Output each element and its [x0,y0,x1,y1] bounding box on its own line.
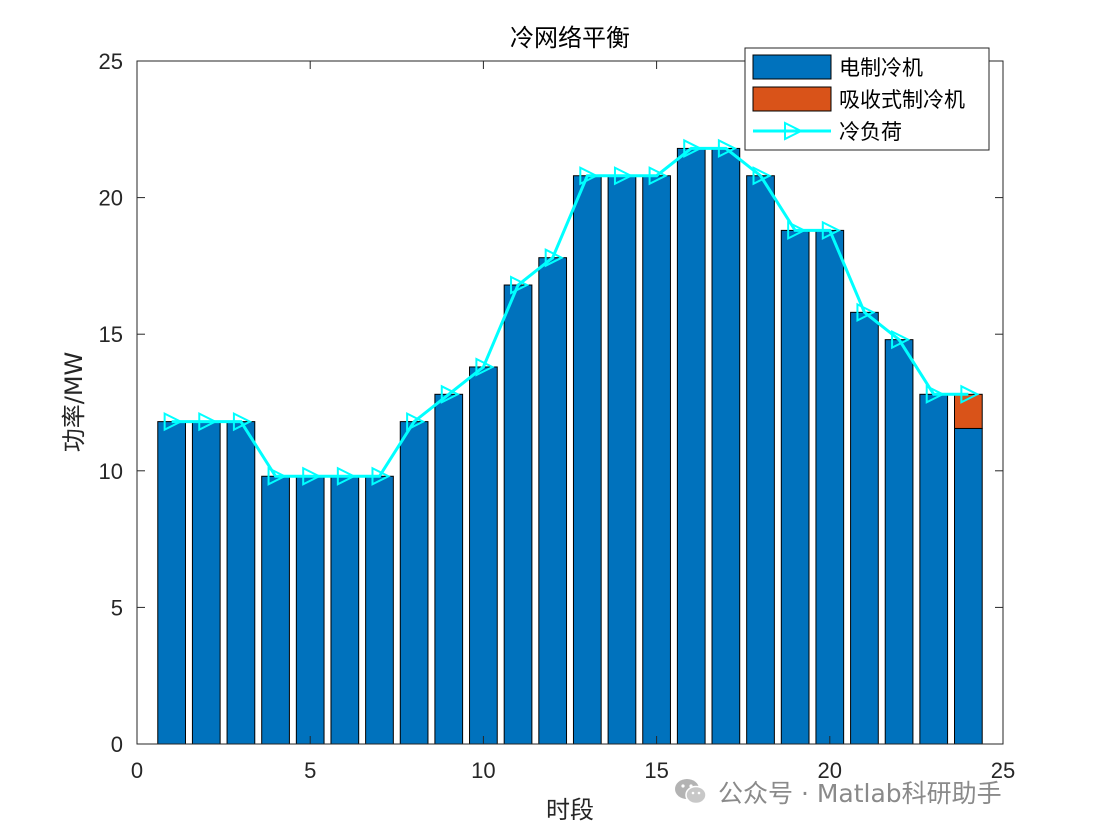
bar-electric-20 [815,229,845,745]
load-marker-24 [960,384,980,404]
bar-electric-24 [954,427,983,745]
bar-electric-1 [157,421,186,745]
load-marker-12 [544,248,564,268]
bar-electric-7 [365,475,394,745]
bar-electric-22 [884,339,914,745]
legend-marker-load [784,121,804,141]
load-marker-13 [579,166,599,186]
load-marker-21 [856,302,876,322]
bar-electric-17 [711,147,741,745]
x-tick-label-25: 25 [991,758,1015,783]
plot-area-frame [136,60,1004,745]
x-tick-label-5: 5 [304,758,316,783]
load-marker-4 [267,466,287,486]
load-marker-17 [717,138,738,159]
y-tick-label-10: 10 [99,459,123,484]
bar-electric-6 [330,475,360,745]
load-marker-8 [406,412,426,432]
legend-swatch-electric [752,54,832,80]
bar-electric-13 [572,175,602,745]
load-line [171,146,969,478]
x-axis-label: 时段 [546,796,594,824]
load-marker-11 [510,275,530,295]
bar-electric-10 [469,366,498,745]
load-marker-1 [163,412,183,432]
bar-electric-23 [919,393,949,745]
bar-electric-16 [676,147,706,745]
y-tick-label-20: 20 [99,186,123,211]
bar-electric-11 [503,284,533,745]
legend-label-absorption: 吸收式制冷机 [839,88,965,112]
bar-electric-21 [850,311,879,745]
y-tick-label-5: 5 [111,595,123,620]
y-tick-label-15: 15 [99,322,123,347]
legend-label-electric: 电制冷机 [839,56,923,80]
x-tick-label-0: 0 [131,758,143,783]
load-marker-7 [371,466,391,486]
load-marker-15 [648,166,668,186]
y-tick-label-25: 25 [99,49,123,74]
y-axis-label: 功率/MW [60,352,88,453]
axes-layer: 0 5 10 15 20 25 0 5 10 15 20 25 [99,49,1016,783]
x-tick-label-10: 10 [471,758,495,783]
bar-electric-18 [746,175,775,745]
legend-label-load: 冷负荷 [839,120,902,144]
bar-electric-5 [295,475,325,745]
watermark: 公众号 · Matlab科研助手 [672,772,1002,812]
load-marker-19 [787,220,807,240]
line-layer [163,138,980,486]
load-marker-16 [683,138,703,159]
bar-electric-15 [642,175,671,745]
load-marker-10 [475,357,495,377]
load-marker-5 [302,466,322,486]
bar-electric-3 [226,421,256,745]
bar-electric-8 [399,421,429,745]
y-tick-label-0: 0 [111,732,123,757]
load-marker-18 [752,166,772,186]
bar-electric-2 [191,421,221,745]
bar-electric-14 [607,175,637,745]
load-marker-14 [613,166,634,186]
load-marker-6 [336,466,357,486]
load-marker-20 [821,220,842,240]
x-tick-label-20: 20 [818,758,842,783]
watermark-text: 公众号 · Matlab科研助手 [718,779,1002,808]
bar-electric-9 [434,393,464,745]
load-marker-3 [232,412,253,432]
load-marker-23 [925,384,945,404]
wechat-icon [675,779,707,805]
x-tick-label-15: 15 [644,758,668,783]
load-marker-2 [198,412,218,432]
load-marker-9 [440,384,460,404]
bar-electric-4 [261,475,290,745]
chart-title: 冷网络平衡 [510,24,630,52]
load-marker-22 [891,330,911,350]
legend-swatch-absorption [752,86,832,112]
bar-electric-19 [780,229,810,745]
bar-absorption-24 [954,393,983,429]
bar-electric-12 [538,257,568,745]
bars-layer [157,147,983,745]
